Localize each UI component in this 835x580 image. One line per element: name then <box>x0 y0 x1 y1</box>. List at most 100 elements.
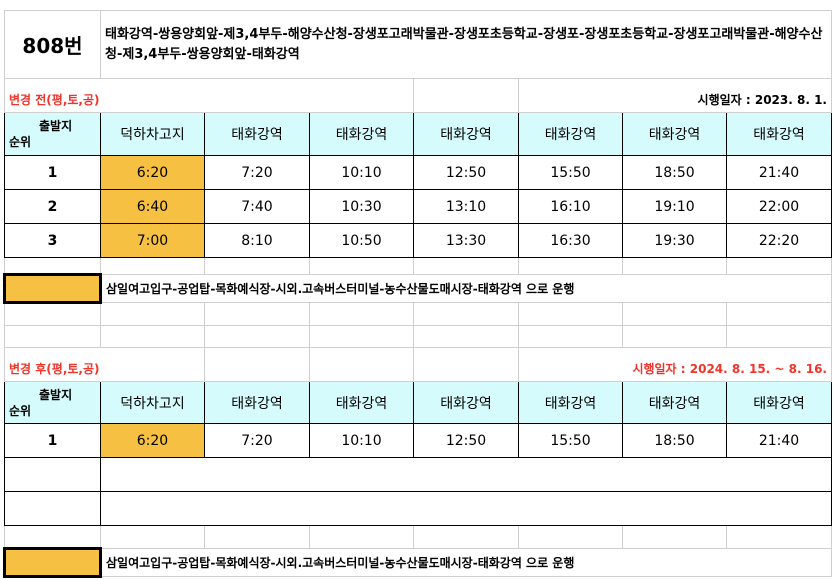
spacer-row <box>4 257 832 275</box>
route-number: 808번 <box>4 10 101 79</box>
empty-cell <box>4 491 101 526</box>
time-cell: 18:50 <box>622 423 727 458</box>
empty-cell <box>204 347 310 382</box>
empty-row <box>4 491 832 526</box>
empty-cell <box>309 302 414 326</box>
empty-cell <box>726 525 832 549</box>
empty-cell <box>204 325 310 348</box>
header-stop: 태화강역 <box>413 381 519 424</box>
empty-cell <box>413 325 519 348</box>
time-cell: 8:10 <box>204 223 310 258</box>
empty-cell <box>622 525 727 549</box>
empty-cell <box>518 325 623 348</box>
time-cell: 16:30 <box>518 223 623 258</box>
empty-cell <box>204 257 310 275</box>
time-cell: 22:00 <box>726 189 832 224</box>
empty-cell <box>309 257 414 275</box>
time-cell: 6:20 <box>100 423 205 458</box>
header-rank-label: 순위 <box>9 403 32 418</box>
header-stop: 태화강역 <box>622 381 727 424</box>
spacer-row <box>4 302 832 326</box>
rank-cell: 1 <box>4 423 101 458</box>
time-cell: 21:40 <box>726 155 832 190</box>
empty-cell <box>309 525 414 549</box>
rank-cell: 2 <box>4 189 101 224</box>
empty-row <box>4 457 832 492</box>
empty-cell <box>518 525 623 549</box>
header-stop: 태화강역 <box>726 381 832 424</box>
time-cell: 10:30 <box>309 189 414 224</box>
header-stop: 덕하차고지 <box>100 381 205 424</box>
empty-cell <box>413 347 519 382</box>
rank-cell: 3 <box>4 223 101 258</box>
after-effective-date: 시행일자 : 2024. 8. 15. ~ 8. 16. <box>518 347 832 382</box>
empty-cell <box>4 525 101 549</box>
empty-cell <box>309 325 414 348</box>
empty-cell <box>726 257 832 275</box>
empty-cell <box>413 257 519 275</box>
time-cell: 12:50 <box>413 423 519 458</box>
before-effective-date: 시행일자 : 2023. 8. 1. <box>518 78 832 113</box>
time-cell: 12:50 <box>413 155 519 190</box>
time-cell: 13:30 <box>413 223 519 258</box>
header-stop: 덕하차고지 <box>100 112 205 156</box>
time-cell: 6:40 <box>100 189 205 224</box>
empty-cell <box>100 325 205 348</box>
empty-cell <box>413 78 519 113</box>
header-stop: 태화강역 <box>309 381 414 424</box>
empty-cell <box>204 525 310 549</box>
time-cell: 7:40 <box>204 189 310 224</box>
header-rank-cell: 출발지 순위 <box>4 381 101 424</box>
time-cell: 10:10 <box>309 423 414 458</box>
header-row: 출발지 순위 덕하차고지 태화강역 태화강역 태화강역 태화강역 태화강역 태화강역 <box>4 112 832 156</box>
after-section-label: 변경 후(평,토,공) <box>4 347 205 382</box>
time-cell: 7:20 <box>204 155 310 190</box>
empty-cell <box>100 302 205 326</box>
time-cell: 21:40 <box>726 423 832 458</box>
header-row: 출발지 순위 덕하차고지 태화강역 태화강역 태화강역 태화강역 태화강역 태화강역 <box>4 381 832 424</box>
time-cell: 13:10 <box>413 189 519 224</box>
time-cell: 6:20 <box>100 155 205 190</box>
header-origin-label: 출발지 <box>39 119 73 133</box>
after-legend-text: 삼일여고입구-공업탑-목화예식장-시외.고속버스터미널-농수산물도매시장-태화강… <box>100 548 832 577</box>
table-row: 3 7:00 8:10 10:50 13:30 16:30 19:30 22:20 <box>4 223 832 258</box>
empty-cell <box>100 257 205 275</box>
legend-swatch <box>3 273 102 304</box>
empty-cell <box>204 302 310 326</box>
rank-cell: 1 <box>4 155 101 190</box>
time-cell: 15:50 <box>518 423 623 458</box>
time-cell: 10:50 <box>309 223 414 258</box>
header-stop: 태화강역 <box>413 112 519 156</box>
before-section-label: 변경 전(평,토,공) <box>4 78 414 113</box>
empty-cell <box>622 257 727 275</box>
header-rank-label: 순위 <box>9 135 32 149</box>
table-row: 1 6:20 7:20 10:10 12:50 15:50 18:50 21:40 <box>4 155 832 190</box>
header-stop: 태화강역 <box>622 112 727 156</box>
legend-swatch <box>3 547 102 578</box>
header-stop: 태화강역 <box>204 381 310 424</box>
empty-cell <box>100 491 832 526</box>
time-cell: 15:50 <box>518 155 623 190</box>
empty-cell <box>309 347 414 382</box>
empty-cell <box>622 325 727 348</box>
empty-cell <box>622 302 727 326</box>
time-cell: 22:20 <box>726 223 832 258</box>
empty-cell <box>4 257 101 275</box>
header-stop: 태화강역 <box>309 112 414 156</box>
empty-cell <box>4 457 101 492</box>
empty-cell <box>4 325 101 348</box>
table-row: 2 6:40 7:40 10:30 13:10 16:10 19:10 22:00 <box>4 189 832 224</box>
time-cell: 19:30 <box>622 223 727 258</box>
time-cell: 18:50 <box>622 155 727 190</box>
empty-cell <box>518 302 623 326</box>
time-cell: 10:10 <box>309 155 414 190</box>
timetable: 808번 태화강역-쌍용양회앞-제3,4부두-해양수산청-장생포고래박물관-장생… <box>3 10 832 578</box>
empty-cell <box>413 302 519 326</box>
empty-cell <box>518 257 623 275</box>
time-cell: 7:00 <box>100 223 205 258</box>
empty-cell <box>100 457 832 492</box>
before-legend-text: 삼일여고입구-공업탑-목화예식장-시외.고속버스터미널-농수산물도매시장-태화강… <box>100 274 832 303</box>
table-row: 1 6:20 7:20 10:10 12:50 15:50 18:50 21:40 <box>4 423 832 458</box>
time-cell: 16:10 <box>518 189 623 224</box>
empty-cell <box>413 525 519 549</box>
